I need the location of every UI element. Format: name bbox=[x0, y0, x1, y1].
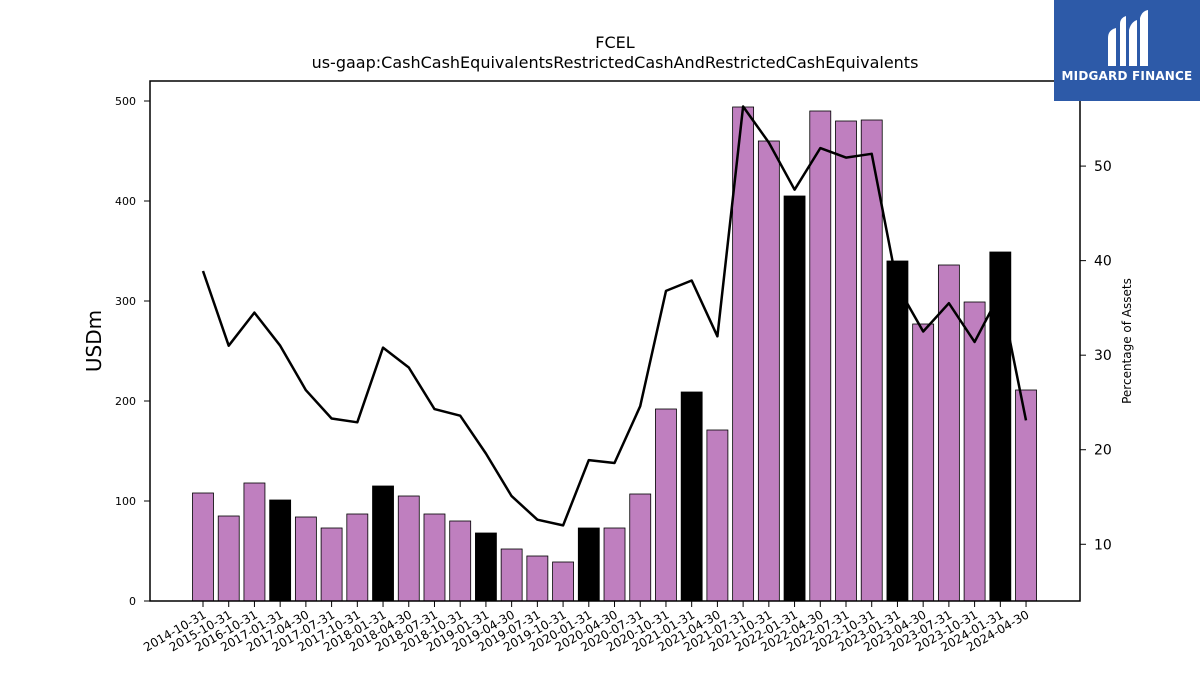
percentage-line bbox=[201, 105, 1028, 527]
bar-2018-01-31 bbox=[372, 485, 394, 602]
bar-2023-10-31 bbox=[963, 301, 986, 602]
bar-2019-01-31 bbox=[475, 532, 497, 602]
bar-2019-10-31 bbox=[552, 561, 574, 602]
bar-2018-10-31 bbox=[449, 520, 472, 602]
bar-2020-01-31 bbox=[577, 527, 600, 602]
y-tick-label: 500 bbox=[115, 95, 136, 108]
bar-2023-01-31 bbox=[886, 260, 909, 602]
y2-axis-label: Percentage of Assets bbox=[1120, 278, 1134, 404]
bar-2018-07-31 bbox=[423, 513, 446, 602]
y-axis-ticks: 0 100 200 300 400 500 bbox=[115, 95, 150, 608]
bar-2014-10-31 bbox=[192, 492, 214, 602]
bar-2021-04-30 bbox=[706, 429, 729, 602]
logo-mark-icon bbox=[1108, 10, 1148, 66]
y-tick-label: 100 bbox=[115, 495, 136, 508]
bar-2016-10-31 bbox=[243, 482, 266, 602]
bar-2018-04-30 bbox=[397, 495, 420, 602]
bar-2020-10-31 bbox=[655, 408, 677, 602]
y-tick-label: 400 bbox=[115, 195, 136, 208]
midgard-finance-logo: MIDGARD FINANCE bbox=[1054, 0, 1200, 101]
x-axis-ticks: 2014-10-312015-10-312016-10-312017-01-31… bbox=[141, 601, 1032, 654]
bar-2022-04-30 bbox=[809, 110, 832, 602]
y2-tick-label: 30 bbox=[1094, 348, 1112, 364]
bar-group bbox=[192, 106, 1037, 602]
y-axis-label: USDm bbox=[82, 310, 106, 372]
y-tick-label: 0 bbox=[129, 595, 136, 608]
bar-2024-04-30 bbox=[1015, 389, 1037, 602]
bar-2017-10-31 bbox=[346, 513, 369, 602]
y2-tick-label: 10 bbox=[1094, 537, 1112, 553]
bar-2021-10-31 bbox=[757, 140, 780, 602]
bar-2017-04-30 bbox=[294, 516, 317, 602]
line-group bbox=[201, 105, 1028, 527]
bar-2022-01-31 bbox=[783, 195, 806, 602]
y-tick-label: 200 bbox=[115, 395, 136, 408]
bar-2017-07-31 bbox=[320, 527, 343, 602]
y2-tick-label: 50 bbox=[1094, 159, 1112, 175]
bar-2019-04-30 bbox=[500, 548, 523, 602]
bar-2015-10-31 bbox=[217, 515, 240, 602]
bar-2021-01-31 bbox=[680, 391, 703, 602]
bar-2023-04-30 bbox=[912, 323, 935, 602]
bar-2020-04-30 bbox=[603, 527, 626, 602]
y2-tick-label: 20 bbox=[1094, 443, 1112, 459]
logo-text: MIDGARD FINANCE bbox=[1061, 69, 1193, 83]
chart-title: FCEL bbox=[595, 33, 634, 52]
chart-subtitle: us-gaap:CashCashEquivalentsRestrictedCas… bbox=[312, 53, 919, 72]
y2-tick-label: 40 bbox=[1094, 254, 1112, 270]
bar-2020-07-31 bbox=[629, 493, 652, 602]
y2-axis-ticks: 10 20 30 40 50 bbox=[1080, 159, 1112, 553]
bar-2017-01-31 bbox=[269, 499, 292, 602]
y-tick-label: 300 bbox=[115, 295, 136, 308]
bar-2019-07-31 bbox=[526, 555, 549, 602]
bar-2022-07-31 bbox=[835, 120, 857, 602]
